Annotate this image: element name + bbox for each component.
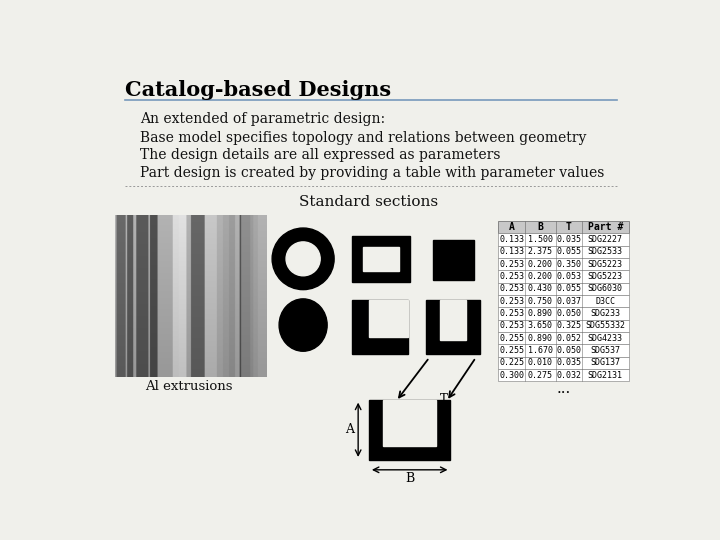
Text: 0.037: 0.037 bbox=[557, 296, 582, 306]
Text: B: B bbox=[405, 472, 414, 485]
Bar bbox=[498, 320, 629, 332]
Bar bbox=[352, 236, 410, 282]
Text: 0.253: 0.253 bbox=[499, 260, 524, 269]
Bar bbox=[498, 221, 629, 233]
Text: 0.890: 0.890 bbox=[528, 334, 553, 343]
Text: 0.050: 0.050 bbox=[557, 346, 582, 355]
Text: D3CC: D3CC bbox=[595, 296, 616, 306]
Bar bbox=[433, 240, 474, 280]
Bar bbox=[498, 356, 629, 369]
Bar bbox=[352, 300, 408, 354]
Bar bbox=[439, 300, 466, 340]
Text: 0.253: 0.253 bbox=[499, 272, 524, 281]
Text: 0.133: 0.133 bbox=[499, 235, 524, 244]
Text: An extended of parametric design:: An extended of parametric design: bbox=[140, 112, 385, 126]
Text: 0.032: 0.032 bbox=[557, 370, 582, 380]
Text: 0.325: 0.325 bbox=[557, 321, 582, 330]
Circle shape bbox=[272, 228, 334, 289]
Text: 0.275: 0.275 bbox=[528, 370, 553, 380]
Text: 0.750: 0.750 bbox=[528, 296, 553, 306]
Text: 1.670: 1.670 bbox=[528, 346, 553, 355]
Text: 0.890: 0.890 bbox=[528, 309, 553, 318]
Text: Part #: Part # bbox=[588, 222, 623, 232]
Text: SDG137: SDG137 bbox=[590, 359, 621, 367]
Text: The design details are all expressed as parameters: The design details are all expressed as … bbox=[140, 148, 501, 162]
Bar bbox=[426, 300, 480, 354]
Bar bbox=[498, 332, 629, 345]
Text: 0.055: 0.055 bbox=[557, 285, 582, 293]
Text: SDG5223: SDG5223 bbox=[588, 260, 623, 269]
Text: 0.253: 0.253 bbox=[499, 285, 524, 293]
Bar bbox=[498, 271, 629, 283]
Text: T: T bbox=[566, 222, 572, 232]
Text: 0.050: 0.050 bbox=[557, 309, 582, 318]
Bar bbox=[383, 400, 436, 446]
Bar bbox=[369, 400, 451, 460]
Text: SDG2227: SDG2227 bbox=[588, 235, 623, 244]
Text: SDG233: SDG233 bbox=[590, 309, 621, 318]
Text: 0.300: 0.300 bbox=[499, 370, 524, 380]
Text: 0.010: 0.010 bbox=[528, 359, 553, 367]
Text: 0.055: 0.055 bbox=[557, 247, 582, 256]
Text: SDG2131: SDG2131 bbox=[588, 370, 623, 380]
Text: A: A bbox=[508, 222, 515, 232]
Text: 0.133: 0.133 bbox=[499, 247, 524, 256]
Text: ...: ... bbox=[557, 382, 571, 396]
Text: 0.200: 0.200 bbox=[528, 272, 553, 281]
Text: 0.200: 0.200 bbox=[528, 260, 553, 269]
Bar bbox=[498, 345, 629, 356]
Bar bbox=[369, 300, 408, 336]
Text: SDG2533: SDG2533 bbox=[588, 247, 623, 256]
Text: 0.225: 0.225 bbox=[499, 359, 524, 367]
Text: T: T bbox=[439, 393, 447, 406]
Text: 0.052: 0.052 bbox=[557, 334, 582, 343]
Text: Standard sections: Standard sections bbox=[300, 195, 438, 209]
Bar bbox=[498, 295, 629, 307]
Text: 1.500: 1.500 bbox=[528, 235, 553, 244]
Text: Base model specifies topology and relations between geometry: Base model specifies topology and relati… bbox=[140, 131, 587, 145]
Text: 2.375: 2.375 bbox=[528, 247, 553, 256]
Text: 0.253: 0.253 bbox=[499, 296, 524, 306]
Text: 0.035: 0.035 bbox=[557, 359, 582, 367]
Text: 0.430: 0.430 bbox=[528, 285, 553, 293]
Text: 0.253: 0.253 bbox=[499, 321, 524, 330]
Text: 0.255: 0.255 bbox=[499, 346, 524, 355]
Bar bbox=[498, 283, 629, 295]
Text: 0.253: 0.253 bbox=[499, 309, 524, 318]
Text: Al extrusions: Al extrusions bbox=[145, 380, 232, 393]
Text: A: A bbox=[345, 423, 354, 436]
Text: SDG6030: SDG6030 bbox=[588, 285, 623, 293]
Ellipse shape bbox=[279, 299, 327, 351]
Text: 0.053: 0.053 bbox=[557, 272, 582, 281]
Text: B: B bbox=[537, 222, 543, 232]
Bar bbox=[498, 258, 629, 271]
Text: SDG55332: SDG55332 bbox=[585, 321, 626, 330]
Text: SDG4233: SDG4233 bbox=[588, 334, 623, 343]
Text: SDG5223: SDG5223 bbox=[588, 272, 623, 281]
Circle shape bbox=[286, 242, 320, 276]
Text: 3.650: 3.650 bbox=[528, 321, 553, 330]
Text: Part design is created by providing a table with parameter values: Part design is created by providing a ta… bbox=[140, 166, 605, 180]
Text: SDG537: SDG537 bbox=[590, 346, 621, 355]
Text: 0.350: 0.350 bbox=[557, 260, 582, 269]
Bar bbox=[363, 247, 399, 271]
Bar bbox=[498, 369, 629, 381]
Bar bbox=[498, 246, 629, 258]
Text: Catalog-based Designs: Catalog-based Designs bbox=[125, 80, 391, 100]
Text: 0.035: 0.035 bbox=[557, 235, 582, 244]
Bar bbox=[498, 307, 629, 320]
Bar bbox=[498, 233, 629, 246]
Text: 0.255: 0.255 bbox=[499, 334, 524, 343]
